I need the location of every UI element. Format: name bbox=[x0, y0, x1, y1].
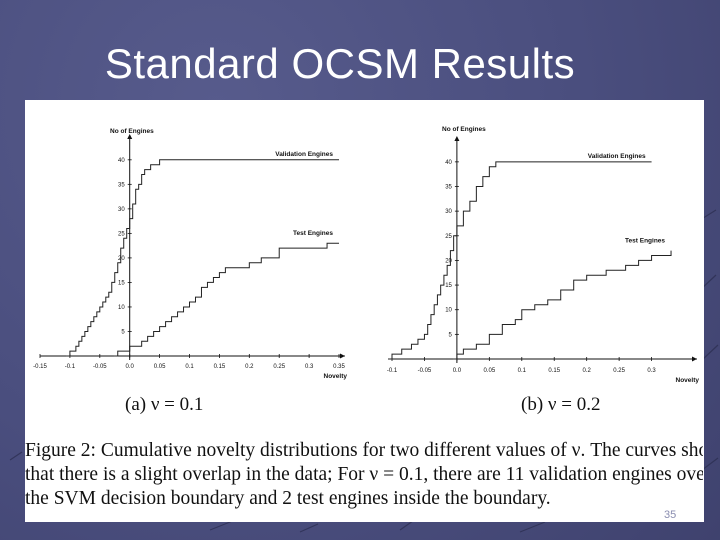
x-tick-label-a: 0.2 bbox=[245, 364, 254, 370]
validation-engines-line-b bbox=[388, 161, 652, 360]
y-tick-label-a: 40 bbox=[118, 158, 125, 164]
x-tick-label-a: 0.25 bbox=[273, 364, 285, 370]
validation-engines-line-a bbox=[65, 159, 340, 357]
x-tick-label-b: -0.1 bbox=[387, 368, 398, 374]
x-tick-label-a: 0.3 bbox=[305, 364, 314, 370]
x-tick-label-b: 0.05 bbox=[483, 368, 495, 374]
test-engines-label-a: Test Engines bbox=[293, 230, 333, 237]
x-tick-label-a: 0.15 bbox=[214, 364, 226, 370]
figure-panel: -0.15 -0.1 -0.05 0.0 0.05 0.1 0.15 0.2 0.25 0.3 0.… bbox=[25, 100, 704, 522]
x-tick-label-b: 0.15 bbox=[548, 368, 560, 374]
subcaption-b-prefix: (b) bbox=[521, 394, 548, 415]
y-tick-label-b: 25 bbox=[445, 234, 452, 240]
caption-line-1: Figure 2: Cumulative novelty distributio… bbox=[25, 440, 703, 461]
y-tick-label-b: 30 bbox=[445, 209, 452, 215]
y-tick-label-b: 20 bbox=[445, 258, 452, 264]
y-tick-label-a: 30 bbox=[118, 207, 125, 213]
x-tick-label-a: 0.0 bbox=[126, 364, 135, 370]
y-tick-label-b: 10 bbox=[445, 308, 452, 314]
caption-line-2: that there is a slight overlap in the da… bbox=[25, 464, 703, 485]
validation-engines-label-a: Validation Engines bbox=[275, 151, 333, 158]
y-tick-label-a: 5 bbox=[121, 329, 125, 335]
subcaption-b-math: ν = 0.2 bbox=[547, 394, 601, 415]
y-tick-label-b: 40 bbox=[445, 160, 452, 166]
subcaption-a-prefix: (a) bbox=[125, 394, 151, 415]
x-tick-label-a: -0.05 bbox=[93, 364, 107, 370]
y-tick-label-a: 20 bbox=[118, 256, 125, 262]
subcaption-b: (b) ν = 0.2 bbox=[521, 394, 600, 416]
y-tick-label-b: 15 bbox=[445, 283, 452, 289]
test-engines-line-b bbox=[452, 250, 672, 360]
y-tick-label-a: 15 bbox=[118, 280, 125, 286]
x-tick-label-b: 0.2 bbox=[583, 368, 592, 374]
x-tick-label-a: 0.05 bbox=[154, 364, 166, 370]
test-engines-line-a bbox=[113, 242, 340, 357]
x-tick-label-b: 0.0 bbox=[453, 368, 462, 374]
subcaption-a: (a) ν = 0.1 bbox=[125, 394, 203, 416]
y-tick-label-a: 25 bbox=[118, 231, 125, 237]
x-axis-arrow-b bbox=[692, 356, 697, 362]
x-tick-label-a: 0.35 bbox=[333, 364, 345, 370]
figure-caption: Figure 2: Cumulative novelty distributio… bbox=[25, 439, 703, 511]
y-tick-label-a: 35 bbox=[118, 182, 125, 188]
slide-number: 35 bbox=[664, 509, 677, 521]
x-tick-label-a: -0.1 bbox=[65, 364, 76, 370]
x-tick-label-a: -0.15 bbox=[33, 364, 47, 370]
y-tick-label-b: 35 bbox=[445, 185, 452, 191]
plots-svg: -0.15 -0.1 -0.05 0.0 0.05 0.1 0.15 0.2 0.25 0.3 0.… bbox=[33, 126, 700, 384]
y-tick-label-a: 10 bbox=[118, 305, 125, 311]
y-axis-arrow-b bbox=[454, 136, 460, 141]
caption-line-3: the SVM decision boundary and 2 test eng… bbox=[25, 488, 551, 509]
slide-title: Standard OCSM Results bbox=[104, 40, 576, 87]
x-tick-label-b: -0.05 bbox=[418, 368, 432, 374]
x-axis-label-a: Novelty bbox=[324, 373, 348, 380]
subcaption-a-math: ν = 0.1 bbox=[150, 394, 204, 415]
x-tick-label-b: 0.25 bbox=[613, 368, 625, 374]
x-tick-label-a: 0.1 bbox=[185, 364, 194, 370]
x-axis-label-b: Novelty bbox=[676, 377, 700, 384]
test-engines-label-b: Test Engines bbox=[625, 238, 665, 245]
y-axis-arrow-a bbox=[127, 134, 133, 139]
y-axis-label-a: No of Engines bbox=[110, 128, 154, 135]
y-axis-label-b: No of Engines bbox=[442, 126, 486, 133]
x-tick-label-b: 0.3 bbox=[647, 368, 656, 374]
x-tick-label-b: 0.1 bbox=[518, 368, 527, 374]
validation-engines-label-b: Validation Engines bbox=[588, 153, 646, 160]
x-axis-arrow-a bbox=[340, 353, 345, 359]
y-tick-label-b: 5 bbox=[449, 332, 453, 338]
